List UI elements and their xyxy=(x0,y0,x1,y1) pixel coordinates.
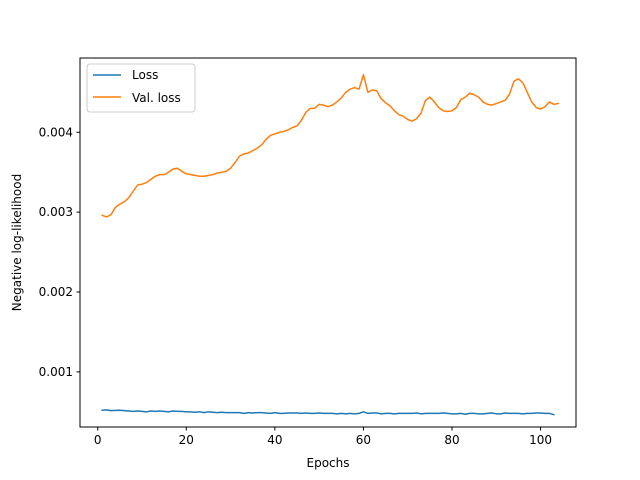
y-tick-label: 0.001 xyxy=(39,365,73,379)
legend-box xyxy=(86,63,196,113)
x-tick-label: 60 xyxy=(356,433,371,447)
legend: Loss Val. loss xyxy=(86,63,196,113)
legend-label-val-loss: Val. loss xyxy=(132,91,181,105)
x-tick-label: 20 xyxy=(179,433,194,447)
plot-frame xyxy=(79,57,577,428)
x-tick-label: 40 xyxy=(267,433,282,447)
x-tick-label: 0 xyxy=(94,433,102,447)
y-tick-label: 0.003 xyxy=(39,205,73,219)
x-axis: 0 20 40 60 80 100 xyxy=(94,427,552,447)
y-axis: 0.001 0.002 0.003 0.004 xyxy=(39,125,80,379)
series-line-val-loss xyxy=(101,74,560,218)
series-layer xyxy=(101,74,560,416)
y-axis-label: Negative log-likelihood xyxy=(10,174,24,311)
x-tick-label: 80 xyxy=(444,433,459,447)
x-axis-label: Epochs xyxy=(307,456,350,470)
x-tick-label: 100 xyxy=(529,433,552,447)
y-tick-label: 0.002 xyxy=(39,285,73,299)
series-line-loss xyxy=(101,409,555,416)
y-tick-label: 0.004 xyxy=(39,125,73,139)
legend-label-loss: Loss xyxy=(132,68,158,82)
